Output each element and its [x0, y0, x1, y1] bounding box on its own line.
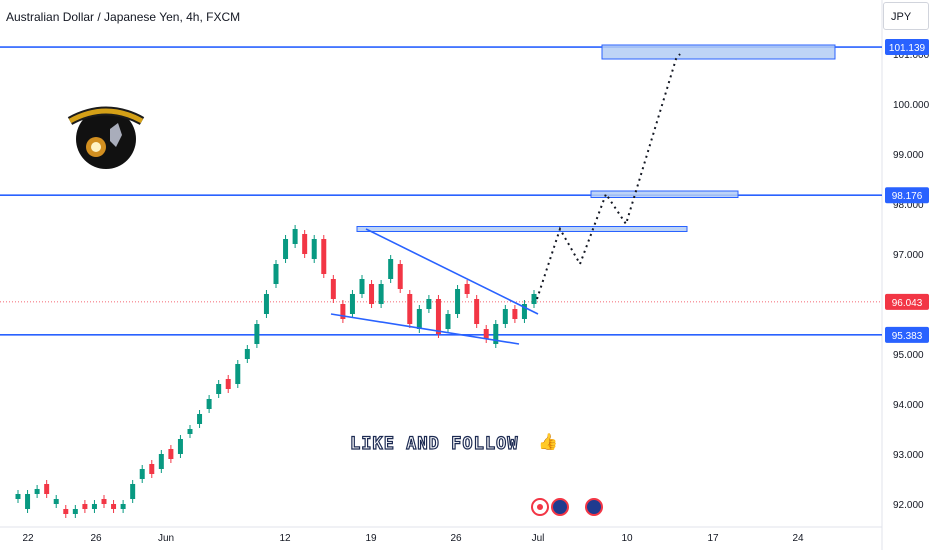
candle-body	[426, 299, 432, 309]
candle-body	[388, 259, 394, 279]
candle-body	[139, 469, 145, 479]
candle-body	[502, 309, 508, 324]
x-tick-label: 10	[621, 533, 633, 544]
candle-body	[397, 264, 403, 289]
candle-body	[177, 439, 183, 454]
traders-club-logo	[67, 106, 145, 169]
candle-body	[321, 239, 327, 274]
candle-body	[206, 399, 212, 409]
candle-body	[130, 484, 136, 499]
y-tick-label: 95.000	[893, 350, 924, 361]
breakout-zone	[356, 226, 688, 232]
like-and-follow-text: LIKE AND FOLLOW	[349, 433, 519, 454]
candle-body	[197, 414, 203, 424]
candle-body	[111, 504, 117, 509]
candle-body	[53, 499, 59, 504]
au-flag-icon[interactable]	[585, 498, 603, 516]
candle-body	[292, 229, 298, 244]
candle-body	[216, 384, 222, 394]
candle-body	[158, 454, 164, 469]
candle-body	[44, 484, 50, 494]
candle-body	[15, 494, 21, 499]
mid-zone	[590, 190, 739, 198]
au-flag-icon[interactable]	[551, 498, 569, 516]
candle-body	[359, 279, 365, 294]
thumbs-up-icon: 👍	[538, 434, 558, 451]
candle-body	[378, 284, 384, 304]
chart-title: Australian Dollar / Japanese Yen, 4h, FX…	[6, 10, 241, 24]
candle-body	[82, 504, 88, 509]
candle-body	[72, 509, 78, 514]
currency-selector[interactable]: JPY	[883, 2, 929, 30]
candle-body	[512, 309, 518, 319]
candle-body	[34, 489, 40, 494]
candle-body	[330, 279, 336, 299]
candle-body	[407, 294, 413, 324]
wedge-upper-line	[365, 228, 539, 315]
event-dot-icon[interactable]	[531, 498, 549, 516]
x-tick-label: 26	[90, 533, 102, 544]
candle-body	[369, 284, 375, 304]
price-label-resistance	[885, 39, 929, 56]
x-tick-label: 12	[279, 533, 291, 544]
candle-body	[254, 324, 260, 344]
y-tick-label: 92.000	[893, 500, 924, 511]
x-tick-label: 22	[22, 533, 34, 544]
y-tick-label: 100.000	[893, 100, 930, 111]
y-tick-label: 93.000	[893, 450, 924, 461]
price-label-last-price	[885, 293, 929, 310]
price-label-text: 101.139	[889, 43, 926, 54]
candle-body	[235, 364, 241, 384]
candle-body	[531, 294, 537, 304]
y-tick-label: 97.000	[893, 250, 924, 261]
x-tick-label: 26	[450, 533, 462, 544]
price-label-text: 95.383	[892, 331, 923, 342]
candle-body	[168, 449, 174, 459]
candle-body	[416, 309, 422, 329]
candle-body	[521, 304, 527, 319]
y-tick-label: 99.000	[893, 150, 924, 161]
candle-body	[273, 264, 279, 284]
y-tick-label: 101.000	[893, 50, 930, 61]
candle-body	[483, 329, 489, 339]
x-tick-label: Jun	[158, 533, 174, 544]
target-zone	[601, 44, 836, 60]
candle-body	[464, 284, 470, 294]
x-tick-label: 17	[707, 533, 719, 544]
candle-body	[445, 314, 451, 329]
price-label-support	[885, 326, 929, 343]
candle-body	[263, 294, 269, 314]
candle-body	[149, 464, 155, 474]
candle-body	[244, 349, 250, 359]
candle-body	[63, 509, 69, 514]
x-tick-label: 24	[792, 533, 804, 544]
y-tick-label: 98.000	[893, 200, 924, 211]
candle-body	[120, 504, 126, 509]
candle-body	[25, 494, 31, 509]
candle-body	[101, 499, 107, 504]
candle-body	[225, 379, 231, 389]
candle-body	[455, 289, 461, 314]
price-label-text: 96.043	[892, 298, 923, 309]
x-tick-label: 19	[365, 533, 377, 544]
candle-body	[311, 239, 317, 259]
candle-body	[349, 294, 355, 314]
candle-body	[435, 299, 441, 334]
projection-path	[536, 53, 681, 300]
candle-body	[283, 239, 289, 259]
candle-body	[340, 304, 346, 319]
candle-body	[493, 324, 499, 344]
y-tick-label: 94.000	[893, 400, 924, 411]
candle-body	[302, 234, 308, 254]
wedge-lower-line	[330, 313, 520, 345]
price-label-text: 98.176	[892, 191, 923, 202]
candle-body	[91, 504, 97, 509]
candle-body	[187, 429, 193, 434]
x-tick-label: Jul	[532, 533, 545, 544]
candle-body	[474, 299, 480, 324]
price-label-resistance	[885, 187, 929, 204]
